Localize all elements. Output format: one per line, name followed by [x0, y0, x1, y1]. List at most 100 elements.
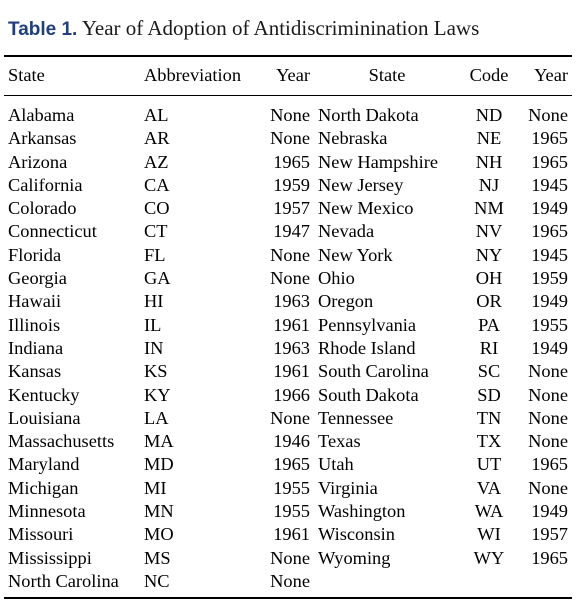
header-row: State Abbreviation Year State Code Year — [4, 63, 572, 87]
header-state-2: State — [368, 65, 406, 85]
table-row: Alabama AL None North Dakota ND None — [4, 104, 572, 127]
state-cell-2: Rhode Island — [318, 337, 416, 358]
state-cell: Hawaii — [8, 291, 62, 312]
code-cell: WI — [477, 524, 501, 545]
abbreviation-cell: MD — [144, 454, 174, 475]
year-cell: None — [270, 547, 310, 568]
year-cell: 1955 — [273, 501, 310, 522]
abbreviation-cell: AR — [144, 128, 170, 149]
code-cell: UT — [476, 454, 502, 475]
table-row: Kansas KS 1961 South Carolina SC None — [4, 360, 572, 383]
table-row: Mississippi MS None Wyoming WY 1965 — [4, 547, 572, 570]
state-cell: Kansas — [8, 361, 62, 382]
code-cell: NJ — [478, 174, 500, 195]
year-cell-2: 1965 — [531, 151, 568, 172]
state-cell: Mississippi — [8, 547, 92, 568]
year-cell-2: None — [528, 105, 568, 125]
year-cell-2: None — [528, 384, 568, 405]
table-row: Indiana IN 1963 Rhode Island RI 1949 — [4, 337, 572, 360]
state-cell-2: New York — [318, 244, 393, 265]
adoption-table: State Abbreviation Year State Code Year … — [4, 63, 572, 593]
table-row: Kentucky KY 1966 South Dakota SD None — [4, 384, 572, 407]
year-cell: 1965 — [273, 454, 310, 475]
state-cell-2: Tennessee — [318, 407, 394, 428]
state-cell-2: Wisconsin — [318, 524, 395, 545]
year-cell-2: 1965 — [531, 128, 568, 149]
code-cell: NY — [475, 244, 503, 265]
state-cell-2: New Jersey — [318, 174, 404, 195]
table-row: Massachusetts MA 1946 Texas TX None — [4, 430, 572, 453]
year-cell: 1961 — [273, 361, 310, 382]
abbreviation-cell: LA — [144, 407, 169, 428]
year-cell-2: 1965 — [531, 454, 568, 475]
code-cell: TX — [476, 431, 502, 452]
state-cell: Louisiana — [8, 407, 81, 428]
state-cell: Arizona — [8, 151, 68, 172]
abbreviation-cell: IL — [144, 314, 162, 335]
header-year-2: Year — [534, 65, 568, 85]
year-cell: 1966 — [273, 384, 310, 405]
code-cell: TN — [476, 407, 502, 428]
state-cell-2: Texas — [318, 431, 361, 452]
year-cell-2: None — [528, 431, 568, 452]
abbreviation-cell: CT — [144, 221, 168, 242]
abbreviation-cell: KS — [144, 361, 168, 382]
table-row: Michigan MI 1955 Virginia VA None — [4, 477, 572, 500]
code-cell: SC — [477, 361, 501, 382]
code-cell: PA — [478, 314, 500, 335]
code-cell: WY — [473, 547, 505, 568]
year-cell: 1946 — [273, 431, 310, 452]
year-cell: 1965 — [273, 151, 310, 172]
table-row: Louisiana LA None Tennessee TN None — [4, 407, 572, 430]
table-label: Table 1. — [8, 19, 78, 40]
table-row: Missouri MO 1961 Wisconsin WI 1957 — [4, 523, 572, 546]
header-code: Code — [469, 65, 509, 85]
header-year: Year — [276, 65, 310, 85]
state-cell: Colorado — [8, 198, 77, 219]
year-cell-2: None — [528, 361, 568, 382]
header-rule — [4, 95, 572, 96]
year-cell-2: 1949 — [531, 337, 568, 358]
year-cell: 1957 — [273, 198, 310, 219]
year-cell-2: 1945 — [531, 174, 568, 195]
year-cell-2: None — [528, 477, 568, 498]
state-cell-2: Pennsylvania — [318, 314, 417, 335]
state-cell: Minnesota — [8, 501, 86, 522]
state-cell: Alabama — [8, 105, 75, 125]
year-cell: 1947 — [273, 221, 310, 242]
table-row: Colorado CO 1957 New Mexico NM 1949 — [4, 197, 572, 220]
top-rule — [4, 55, 572, 57]
year-cell: 1963 — [273, 337, 310, 358]
table-row: Georgia GA None Ohio OH 1959 — [4, 267, 572, 290]
state-cell-2: New Mexico — [318, 198, 414, 219]
abbreviation-cell: HI — [144, 291, 164, 312]
state-cell-2: Utah — [318, 454, 354, 475]
abbreviation-cell: FL — [144, 244, 166, 265]
table-row: Maryland MD 1965 Utah UT 1965 — [4, 453, 572, 476]
state-cell: Arkansas — [8, 128, 77, 149]
state-cell-2: Washington — [318, 501, 406, 522]
state-cell-2: New Hampshire — [318, 151, 439, 172]
abbreviation-cell: MN — [144, 501, 174, 522]
state-cell-2: North Dakota — [318, 105, 419, 125]
year-cell-2 — [516, 570, 572, 593]
state-cell-2: South Dakota — [318, 384, 419, 405]
year-cell: 1961 — [273, 314, 310, 335]
abbreviation-cell: GA — [144, 268, 171, 289]
state-cell: Florida — [8, 244, 62, 265]
state-cell-2: Ohio — [318, 268, 355, 289]
year-cell: None — [270, 570, 310, 591]
year-cell-2: 1965 — [531, 547, 568, 568]
table-row: Florida FL None New York NY 1945 — [4, 244, 572, 267]
year-cell: None — [270, 244, 310, 265]
state-cell-2: Wyoming — [318, 547, 391, 568]
table-title: Year of Adoption of Antidiscriminination… — [81, 16, 480, 40]
year-cell-2: 1945 — [531, 244, 568, 265]
state-cell-2: Oregon — [318, 291, 374, 312]
bottom-rule — [4, 597, 572, 599]
table-row: Minnesota MN 1955 Washington WA 1949 — [4, 500, 572, 523]
abbreviation-cell: IN — [144, 337, 164, 358]
state-cell: Illinois — [8, 314, 61, 335]
state-cell-2: Nebraska — [318, 128, 388, 149]
year-cell: 1961 — [273, 524, 310, 545]
